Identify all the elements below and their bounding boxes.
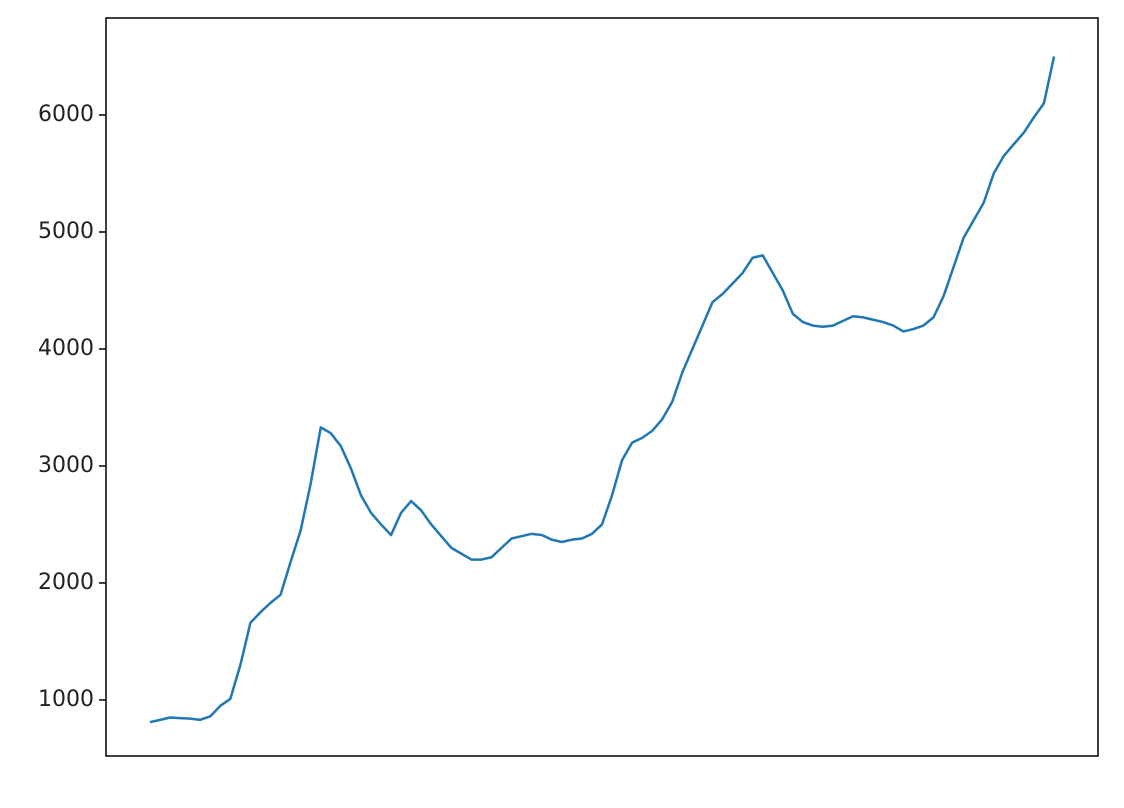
y-tick-label: 4000	[38, 336, 94, 361]
y-tick-label: 6000	[38, 102, 94, 127]
y-tick-label: 2000	[38, 570, 94, 595]
plot-frame	[105, 17, 1099, 757]
y-tick-label: 1000	[38, 687, 94, 712]
y-tick-label: 3000	[38, 453, 94, 478]
y-tick-label: 5000	[38, 219, 94, 244]
line	[149, 56, 1056, 724]
